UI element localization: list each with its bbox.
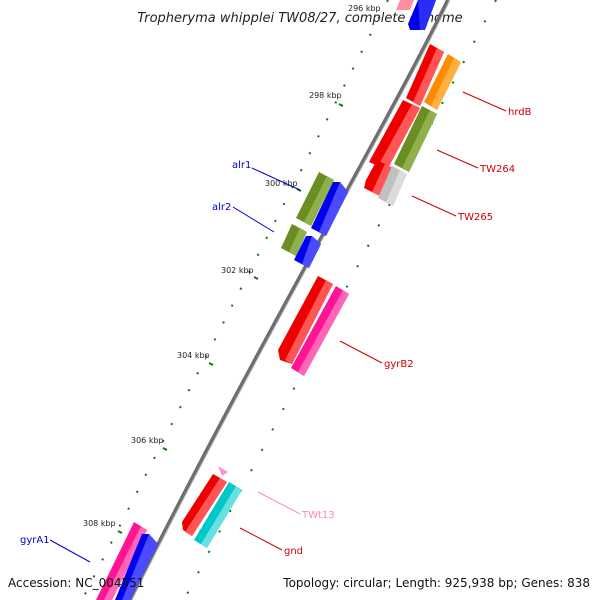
gene-blue-gyrA1[interactable] — [115, 534, 158, 600]
tick-label: 300 kbp — [265, 179, 298, 188]
gene-green-alr2[interactable] — [281, 224, 307, 256]
tick-label: 296 kbp — [348, 4, 381, 13]
gene-top-pink[interactable] — [396, 0, 414, 10]
tick-label: 302 kbp — [221, 266, 254, 275]
callout-hrdB — [462, 91, 507, 112]
gene-magenta-gyrB2[interactable] — [291, 286, 349, 376]
callout-alr1 — [251, 167, 301, 191]
gene-pink-TWt13[interactable] — [218, 466, 228, 476]
callout-gyrB2 — [339, 340, 383, 364]
callout-TW264 — [436, 149, 479, 169]
gene-label-gyrA1[interactable]: gyrA1 — [20, 535, 50, 546]
gene-red-gyrB2[interactable] — [278, 276, 333, 364]
tick-label: 298 kbp — [309, 91, 342, 100]
callout-TWt13 — [257, 491, 301, 515]
map-title: Tropheryma whipplei TW08/27, complete ge… — [137, 11, 462, 26]
gene-red-gnd[interactable] — [182, 474, 227, 536]
gene-label-alr2[interactable]: alr2 — [212, 202, 231, 213]
callout-gnd — [239, 527, 283, 551]
gene-label-TW265[interactable]: TW265 — [457, 212, 493, 223]
gene-green-TW264[interactable] — [394, 106, 437, 172]
gene-label-gnd[interactable]: gnd — [284, 546, 303, 557]
gene-red-3[interactable] — [364, 160, 393, 196]
gene-label-TWt13[interactable]: TWt13 — [301, 510, 335, 521]
accession-text: Accession: NC_004551 — [8, 576, 144, 590]
tick-label: 308 kbp — [83, 519, 116, 528]
callout-alr2 — [232, 206, 275, 233]
tick-label: 304 kbp — [177, 351, 210, 360]
gene-blue-alr1[interactable] — [311, 182, 348, 236]
topology-summary: Topology: circular; Length: 925,938 bp; … — [282, 576, 590, 590]
gene-cyan-gnd[interactable] — [194, 482, 242, 548]
gene-blue-alr2[interactable] — [294, 236, 321, 268]
callout-gyrA1 — [49, 539, 91, 563]
gene-top-blue[interactable] — [408, 0, 436, 30]
gene-label-TW264[interactable]: TW264 — [479, 164, 515, 175]
gene-gray-TW265[interactable] — [378, 166, 407, 206]
gene-label-alr1[interactable]: alr1 — [232, 160, 251, 171]
gene-green-alr1[interactable] — [296, 172, 334, 226]
gene-magenta-gyrA1[interactable] — [96, 522, 147, 600]
callout-TW265 — [411, 195, 457, 217]
gene-red-1[interactable] — [406, 44, 444, 106]
gene-orange-hrdB[interactable] — [424, 54, 461, 110]
gene-label-gyrB2[interactable]: gyrB2 — [384, 359, 414, 370]
tick-label: 306 kbp — [131, 436, 164, 445]
gene-label-hrdB[interactable]: hrdB — [508, 107, 532, 118]
gene-red-2[interactable] — [369, 100, 420, 170]
